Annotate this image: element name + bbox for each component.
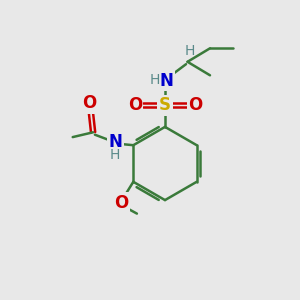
- Text: O: O: [188, 96, 202, 114]
- Text: N: N: [160, 72, 173, 90]
- Text: O: O: [114, 194, 128, 212]
- Text: O: O: [128, 96, 142, 114]
- Text: O: O: [82, 94, 96, 112]
- Text: N: N: [108, 133, 122, 151]
- Text: H: H: [149, 73, 160, 87]
- Text: S: S: [159, 96, 171, 114]
- Text: H: H: [185, 44, 195, 58]
- Text: H: H: [110, 148, 121, 162]
